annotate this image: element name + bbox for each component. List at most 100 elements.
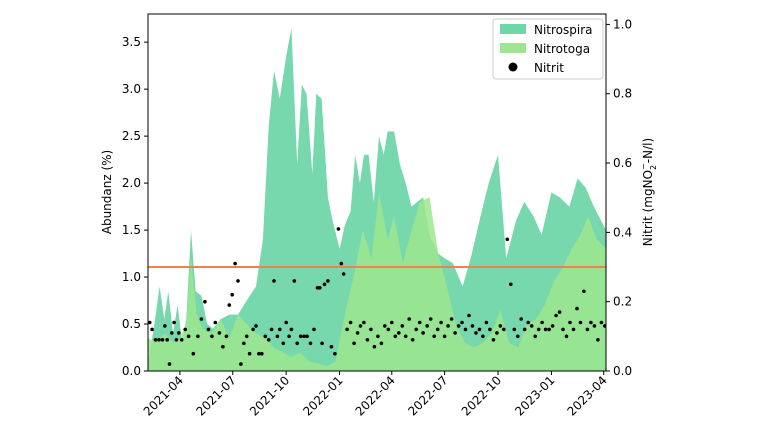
nitrit-point	[213, 320, 218, 325]
nitrit-point	[516, 334, 520, 339]
nitrit-point	[266, 338, 271, 342]
nitrit-point	[582, 289, 586, 294]
nitrit-point	[362, 320, 366, 325]
y-tick-label-right: 1.0	[613, 17, 632, 31]
nitrit-point	[308, 341, 313, 346]
nitrit-point	[302, 334, 306, 339]
nitrit-point	[519, 317, 523, 321]
nitrit-point	[322, 282, 327, 287]
nitrit-point	[509, 282, 513, 287]
nitrit-point	[177, 331, 181, 335]
nitrit-point	[502, 327, 506, 332]
y-tick-label-left: 2.0	[122, 176, 141, 190]
nitrit-point	[254, 324, 258, 328]
nitrit-point	[153, 338, 158, 342]
nitrit-point	[295, 341, 300, 346]
nitrit-point	[233, 261, 237, 266]
nitrit-point	[550, 324, 555, 328]
nitrit-point	[428, 317, 433, 321]
nitrit-point	[564, 334, 569, 339]
nitrit-point	[417, 320, 422, 325]
nitrit-point	[463, 327, 468, 332]
nitrit-point	[386, 327, 391, 332]
nitrit-point	[336, 227, 341, 231]
legend-marker-nitrit	[508, 62, 518, 72]
legend-label-nitrotoga: Nitrotoga	[534, 42, 590, 56]
nitrit-point	[365, 338, 370, 342]
y-axis-title-right-tail: -N/l)	[641, 138, 655, 163]
nitrit-point	[568, 320, 572, 325]
y-tick-label-right: 0.0	[613, 364, 632, 378]
nitrit-point	[289, 327, 294, 332]
area-nitrospira	[148, 28, 606, 371]
nitrit-point	[160, 338, 165, 342]
nitrit-point	[585, 327, 590, 332]
x-tick-label: 2022-10	[459, 373, 504, 418]
nitrit-point	[199, 317, 204, 321]
nitrit-point	[557, 310, 562, 314]
nitrit-point	[345, 327, 349, 332]
nitrit-point	[491, 338, 496, 342]
nitrit-point	[376, 334, 380, 339]
nitrit-point	[533, 334, 537, 339]
nitrit-point	[257, 351, 261, 356]
nitrit-point	[339, 261, 344, 266]
y-axis-title-right-main: Nitrit (mgNO	[641, 170, 655, 246]
nitrit-point	[352, 341, 356, 346]
nitrit-point	[174, 338, 179, 342]
y-tick-label-left: 0.5	[122, 317, 141, 331]
nitrit-point	[221, 344, 225, 349]
legend-label-nitrospira: Nitrospira	[534, 23, 593, 37]
y-tick-label-left: 1.5	[122, 223, 141, 237]
nitrit-point	[425, 324, 430, 328]
nitrit-point	[540, 320, 544, 325]
nitrit-point	[561, 327, 565, 332]
y-tick-label-right: 0.8	[613, 87, 632, 101]
nitrit-point	[172, 320, 176, 325]
nitrit-point	[400, 324, 405, 328]
nitrit-point	[543, 327, 548, 332]
x-tick-label: 2022-04	[353, 373, 398, 418]
nitrit-point	[488, 327, 492, 332]
plot-area	[148, 28, 606, 371]
nitrit-point	[281, 341, 286, 346]
nitrit-point	[186, 334, 191, 339]
nitrit-point	[456, 324, 461, 328]
x-tick-label: 2021-07	[194, 373, 239, 418]
nitrit-point	[529, 324, 534, 328]
y-tick-label-left: 3.0	[122, 82, 141, 96]
nitrit-point	[547, 327, 551, 332]
nitrit-point	[410, 338, 415, 342]
nitrit-point	[278, 327, 282, 332]
y-tick-label-left: 3.5	[122, 35, 141, 49]
nitrit-point	[467, 313, 471, 318]
nitrit-point	[414, 327, 419, 332]
nitrit-point	[157, 338, 161, 342]
legend-swatch-nitrospira	[500, 24, 526, 34]
nitrit-point	[470, 324, 475, 328]
nitrit-point	[372, 344, 377, 349]
nitrit-point	[355, 331, 360, 335]
x-tick-label: 2021-04	[141, 373, 186, 418]
x-tick-label: 2023-01	[512, 373, 557, 418]
legend-swatch-nitrotoga	[500, 43, 526, 53]
nitrit-point	[292, 279, 297, 283]
nitrit-point	[369, 327, 373, 332]
x-tick-label: 2021-10	[247, 373, 292, 418]
nitrit-point	[495, 331, 499, 335]
nitrit-point	[512, 327, 517, 332]
nitrit-point	[320, 341, 324, 346]
y-tick-label-left: 0.0	[122, 364, 141, 378]
nitrit-point	[407, 317, 412, 321]
legend: Nitrospira Nitrotoga Nitrit	[492, 18, 604, 80]
nitrit-point	[333, 351, 337, 356]
nitrit-point	[403, 334, 408, 339]
y-tick-label-left: 2.5	[122, 129, 141, 143]
nitrit-point	[348, 320, 353, 325]
y-tick-label-right: 0.2	[613, 295, 632, 309]
nitrit-point	[272, 279, 276, 283]
nitrit-point	[312, 327, 316, 332]
nitrit-point	[383, 324, 387, 328]
nitrit-point	[260, 351, 264, 356]
nitrit-point	[217, 331, 222, 335]
